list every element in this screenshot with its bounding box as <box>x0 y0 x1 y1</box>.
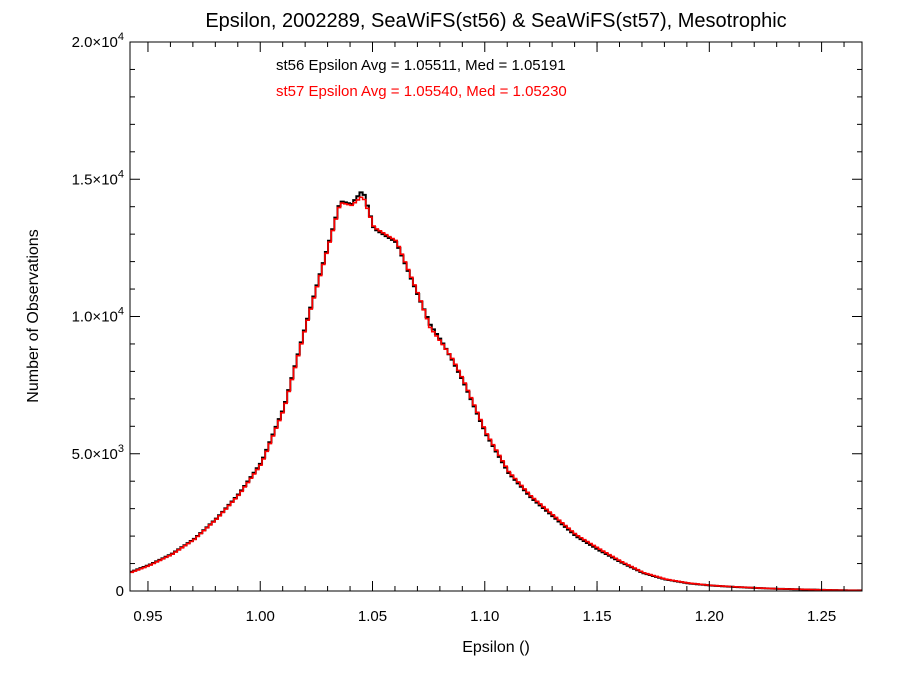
y-tick-label: 1.5×104 <box>72 168 124 188</box>
x-tick-label: 1.00 <box>246 608 275 625</box>
x-tick-label: 1.15 <box>582 608 611 625</box>
y-tick-label: 1.0×104 <box>72 306 124 326</box>
chart-title: Epsilon, 2002289, SeaWiFS(st56) & SeaWiF… <box>205 10 786 32</box>
series-line-st56 <box>130 191 862 592</box>
x-tick-label: 1.20 <box>695 608 724 625</box>
x-axis-ticks: 0.95 1.00 1.05 1.10 1.15 1.20 1.25 <box>133 42 845 625</box>
x-tick-label: 1.05 <box>358 608 387 625</box>
series-layer <box>130 191 862 592</box>
annotation-st57: st57 Epsilon Avg = 1.05540, Med = 1.0523… <box>276 83 567 100</box>
y-axis-ticks: 0 5.0×103 1.0×104 1.5×104 2.0×104 <box>72 31 862 600</box>
y-tick-label: 0 <box>116 583 124 600</box>
y-tick-label: 2.0×104 <box>72 31 124 51</box>
plot-frame <box>129 41 863 592</box>
x-tick-label: 0.95 <box>133 608 162 625</box>
series-line-st57 <box>130 196 862 592</box>
y-axis-label: Number of Observations <box>25 229 42 402</box>
annotation-st56: st56 Epsilon Avg = 1.05511, Med = 1.0519… <box>276 57 566 74</box>
x-tick-label: 1.10 <box>470 608 499 625</box>
x-tick-label: 1.25 <box>807 608 836 625</box>
y-tick-label: 5.0×103 <box>72 443 124 463</box>
x-axis-label: Epsilon () <box>462 639 530 656</box>
